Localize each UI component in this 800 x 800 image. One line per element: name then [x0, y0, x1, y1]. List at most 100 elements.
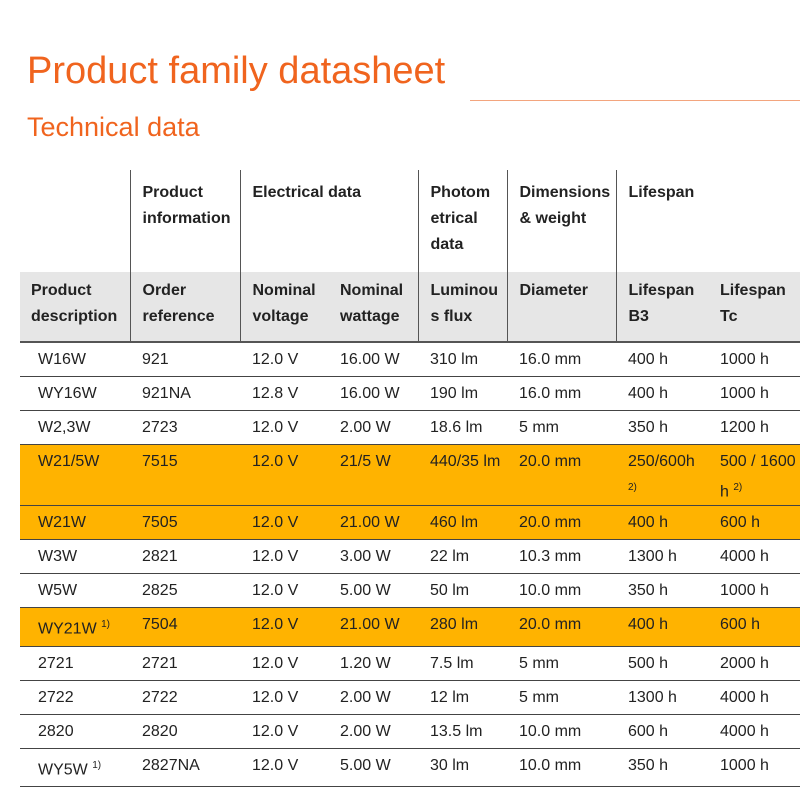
cell-nominal-voltage: 12.0 V: [240, 505, 328, 541]
cell-order-reference: 2827NA: [130, 748, 240, 787]
cell-order-reference: 921: [130, 342, 240, 377]
cell-diameter: 5 mm: [507, 646, 616, 681]
footnote-marker: 1): [92, 759, 102, 771]
cell-order-reference: 7505: [130, 505, 240, 541]
cell-product-description: W21/5W: [20, 444, 130, 507]
header-luminous-flux: Luminou s flux: [417, 272, 507, 343]
cell-order-reference: 7515: [130, 444, 240, 507]
cell-value: 350 h: [628, 419, 669, 436]
cell-value: 12.0 V: [252, 654, 299, 672]
title-divider: [470, 100, 800, 101]
cell-value: 12.0 V: [252, 453, 299, 470]
group-product-information: Product information: [129, 170, 240, 272]
cell-value: W3W: [38, 548, 78, 566]
cell-value: 921NA: [142, 385, 191, 402]
cell-value: 16.00 W: [340, 351, 400, 368]
cell-value: 13.5 lm: [430, 722, 483, 740]
cell-value: 12.0 V: [252, 582, 299, 600]
header-lifespan-b3: Lifespan B3: [615, 272, 708, 343]
group-electrical-data: Electrical data: [239, 170, 418, 272]
cell-value: W5W: [38, 582, 78, 600]
cell-value: 440/35 lm: [430, 453, 501, 470]
cell-value: 2722: [38, 688, 74, 706]
cell-value: 12.0 V: [252, 688, 299, 706]
cell-value: 1000 h: [720, 385, 769, 402]
table-row: W21/5W 7515 12.0 V 21/5 W 440/35 lm 20.0 mm 25…: [20, 444, 800, 507]
cell-value: 5.00 W: [340, 582, 391, 600]
cell-lifespan-b3: 500 h: [616, 646, 708, 681]
table-row: 2721 2721 12.0 V 1.20 W 7.5 lm 5 mm 500 h 2000 …: [20, 646, 800, 681]
cell-value: 2.00 W: [340, 419, 391, 436]
cell-diameter: 16.0 mm: [507, 342, 616, 377]
cell-nominal-voltage: 12.0 V: [240, 680, 328, 715]
cell-value: 10.0 mm: [519, 756, 582, 774]
cell-luminous-flux: 18.6 lm: [418, 410, 507, 445]
cell-nominal-wattage: 2.00 W: [328, 680, 418, 715]
cell-value: 2723: [142, 419, 178, 436]
cell-product-description: W5W: [20, 573, 130, 609]
cell-nominal-wattage: 21.00 W: [328, 607, 418, 647]
cell-luminous-flux: 12 lm: [418, 680, 507, 715]
cell-value: 12.0 V: [252, 351, 299, 368]
cell-value: 18.6 lm: [430, 419, 483, 436]
cell-luminous-flux: 190 lm: [418, 376, 507, 411]
cell-lifespan-b3: 1300 h: [616, 539, 708, 575]
cell-lifespan-tc: 1000 h: [708, 376, 800, 411]
cell-luminous-flux: 310 lm: [418, 342, 507, 377]
cell-value: 1000 h: [720, 582, 769, 600]
cell-value: 2721: [142, 654, 178, 672]
cell-lifespan-tc: 1000 h: [708, 748, 800, 787]
cell-value: 2.00 W: [340, 688, 391, 706]
cell-value: 22 lm: [430, 548, 470, 566]
cell-value: 10.0 mm: [519, 722, 582, 740]
header-order-reference: Order reference: [129, 272, 240, 343]
cell-lifespan-b3: 350 h: [616, 410, 708, 445]
table-row: WY16W 921NA 12.8 V 16.00 W 190 lm 16.0 mm 400 …: [20, 376, 800, 411]
cell-value: 460 lm: [430, 514, 479, 532]
cell-value: 2820: [38, 722, 74, 740]
cell-value: 350 h: [628, 756, 669, 774]
cell-order-reference: 2825: [130, 573, 240, 609]
cell-lifespan-tc: 500 / 1600 h 2): [708, 444, 800, 507]
cell-nominal-voltage: 12.0 V: [240, 646, 328, 681]
cell-value: 921: [142, 351, 169, 368]
cell-nominal-voltage: 12.0 V: [240, 714, 328, 749]
table-row: 2722 2722 12.0 V 2.00 W 12 lm 5 mm 1300 h 4000 …: [20, 680, 800, 715]
cell-value: 500 h: [628, 654, 669, 672]
cell-order-reference: 2821: [130, 539, 240, 575]
cell-lifespan-tc: 1000 h: [708, 342, 800, 377]
cell-value: 600 h: [720, 616, 761, 634]
cell-order-reference: 2721: [130, 646, 240, 681]
cell-luminous-flux: 280 lm: [418, 607, 507, 647]
cell-value: WY16W: [38, 385, 97, 402]
table-row: W3W 2821 12.0 V 3.00 W 22 lm 10.3 mm 1300 h 400…: [20, 539, 800, 575]
cell-value: 400 h: [628, 351, 669, 368]
cell-value: 7515: [142, 453, 178, 470]
cell-luminous-flux: 460 lm: [418, 505, 507, 541]
cell-value: 50 lm: [430, 582, 470, 600]
cell-lifespan-b3: 1300 h: [616, 680, 708, 715]
cell-value: 600 h: [628, 722, 669, 740]
cell-nominal-voltage: 12.0 V: [240, 748, 328, 787]
cell-value: 7505: [142, 514, 178, 532]
cell-order-reference: 2722: [130, 680, 240, 715]
cell-value: 4000 h: [720, 688, 769, 706]
cell-value: 2.00 W: [340, 722, 391, 740]
cell-value: 400 h: [628, 616, 669, 634]
cell-product-description: W21W: [20, 505, 130, 541]
cell-lifespan-b3: 400 h: [616, 376, 708, 411]
cell-lifespan-tc: 1000 h: [708, 573, 800, 609]
cell-luminous-flux: 13.5 lm: [418, 714, 507, 749]
table-row: W21W 7505 12.0 V 21.00 W 460 lm 20.0 mm 400 h 6…: [20, 505, 800, 541]
cell-value: 16.00 W: [340, 385, 400, 402]
table-row: WY21W 1) 7504 12.0 V 21.00 W 280 lm 20.0 mm 40…: [20, 607, 800, 647]
cell-lifespan-tc: 2000 h: [708, 646, 800, 681]
cell-value: 12.0 V: [252, 722, 299, 740]
cell-luminous-flux: 22 lm: [418, 539, 507, 575]
cell-nominal-wattage: 16.00 W: [328, 342, 418, 377]
cell-lifespan-b3: 400 h: [616, 505, 708, 541]
table-row: W16W 921 12.0 V 16.00 W 310 lm 16.0 mm 400 h 10…: [20, 342, 800, 377]
cell-order-reference: 7504: [130, 607, 240, 647]
cell-nominal-wattage: 5.00 W: [328, 573, 418, 609]
cell-value: W21/5W: [38, 453, 100, 470]
